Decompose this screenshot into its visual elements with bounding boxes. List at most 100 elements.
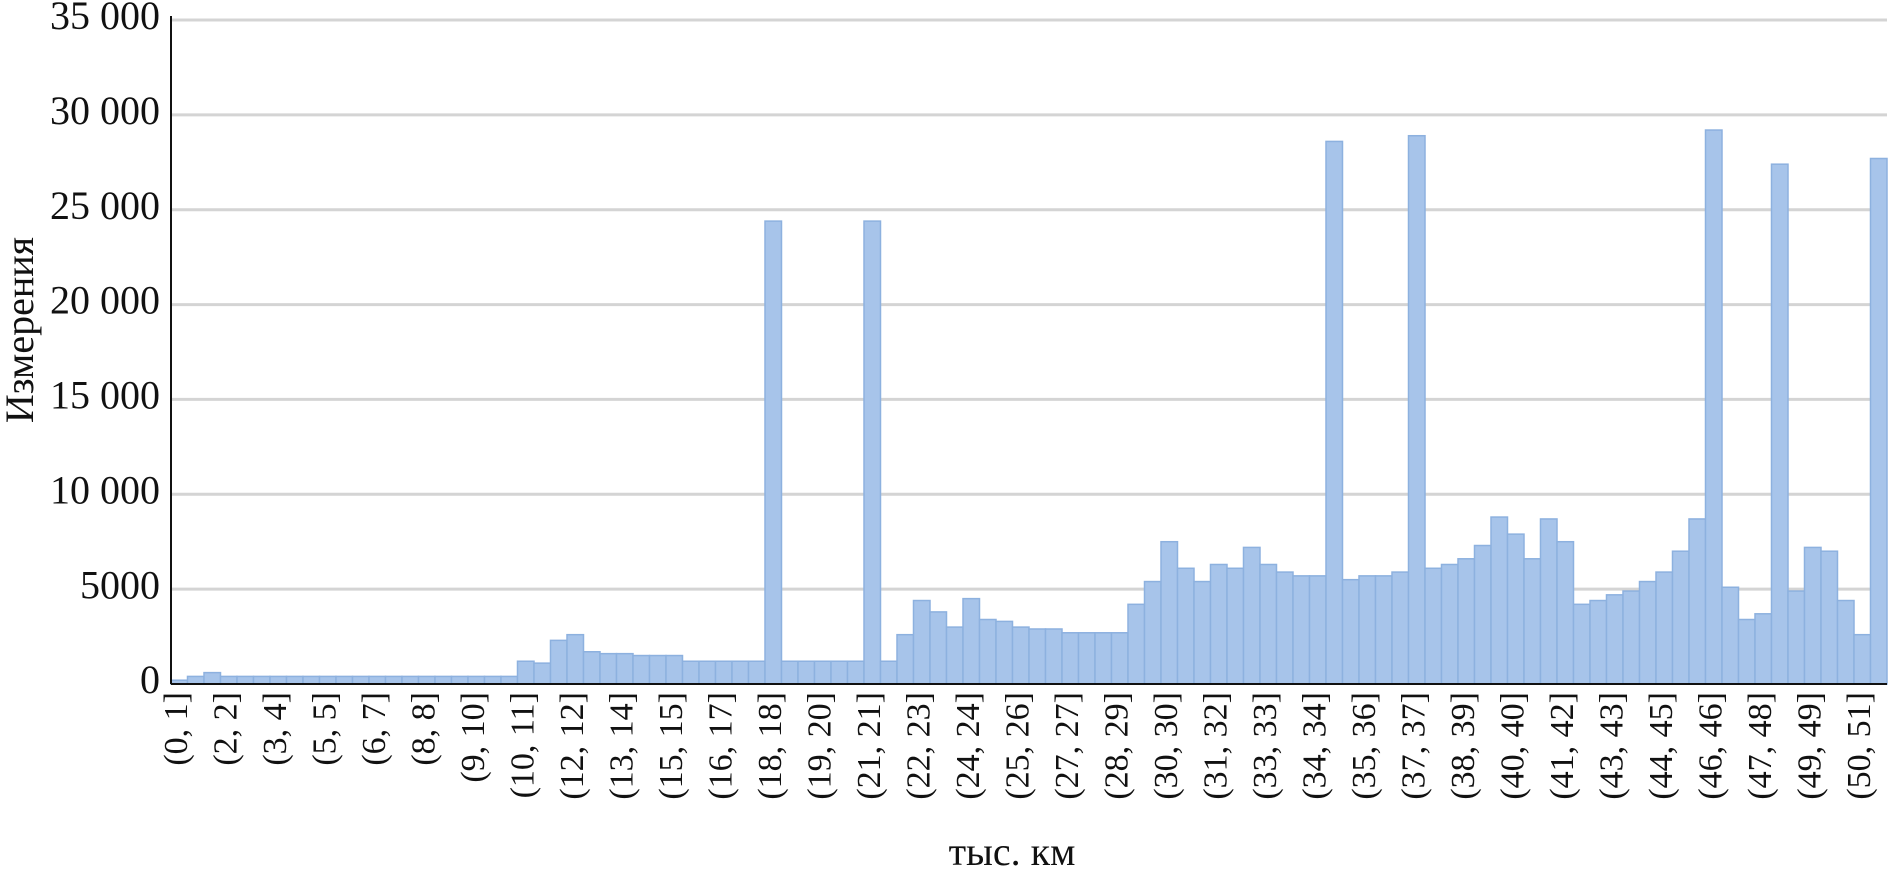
bar: [582, 650, 601, 685]
bar: [1193, 580, 1212, 685]
bar: [681, 660, 700, 685]
x-tick-label: (47, 48]: [1742, 692, 1779, 800]
bar: [1721, 586, 1740, 685]
bar: [219, 675, 238, 685]
bar: [846, 660, 865, 685]
x-tick-label: (27, 27]: [1049, 692, 1086, 800]
x-tick-label: (33, 33]: [1247, 692, 1284, 800]
bar: [1688, 518, 1707, 685]
bar: [1044, 628, 1063, 685]
bar: [450, 675, 469, 685]
x-tick-label: (3, 4]: [257, 692, 294, 766]
bar: [632, 654, 651, 685]
bar: [747, 660, 766, 685]
x-tick-label: (40, 40]: [1495, 692, 1532, 800]
bar: [1622, 590, 1641, 685]
x-tick-label: (50, 51]: [1841, 692, 1878, 800]
bar: [648, 654, 667, 685]
bar: [1737, 618, 1756, 685]
bar: [1473, 544, 1492, 685]
x-tick-label: (43, 43]: [1594, 692, 1631, 800]
y-tick-label: 15 000: [50, 373, 160, 418]
bar: [203, 671, 222, 685]
bar: [1061, 632, 1080, 685]
x-tick-label: (25, 26]: [1000, 692, 1037, 800]
x-tick-label: (5, 5]: [307, 692, 344, 766]
bar: [1143, 580, 1162, 685]
bar: [533, 662, 552, 685]
bar: [962, 597, 981, 685]
bar: [830, 660, 849, 685]
bar: [1374, 575, 1393, 685]
bar: [929, 611, 948, 685]
bar: [780, 660, 799, 685]
bar: [731, 660, 750, 685]
x-tick-label: (38, 39]: [1445, 692, 1482, 800]
bar: [1110, 632, 1129, 685]
y-tick-label: 35 000: [50, 0, 160, 38]
y-tick-label: 25 000: [50, 183, 160, 228]
bar: [516, 660, 535, 685]
bar: [1605, 594, 1624, 685]
x-tick-label: (31, 32]: [1198, 692, 1235, 800]
bar: [1457, 558, 1476, 685]
bar: [764, 220, 783, 685]
x-axis-title: тыс. км: [949, 829, 1076, 874]
bar: [500, 675, 519, 685]
bar: [351, 675, 370, 685]
bar: [285, 675, 304, 685]
x-tick-label: (46, 46]: [1693, 692, 1730, 800]
bar: [1820, 550, 1839, 685]
y-tick-label: 20 000: [50, 278, 160, 323]
bar: [1770, 163, 1789, 685]
x-tick-label: (19, 20]: [802, 692, 839, 800]
bar: [335, 675, 354, 685]
bar: [236, 675, 255, 685]
bar: [566, 633, 585, 685]
x-tick-label: (12, 12]: [554, 692, 591, 800]
x-tick-label: (30, 30]: [1148, 692, 1185, 800]
bar: [813, 660, 832, 685]
bar: [912, 599, 931, 685]
x-tick-label: (21, 21]: [851, 692, 888, 800]
x-tick-label: (49, 49]: [1792, 692, 1829, 800]
x-tick-label: (0, 1]: [158, 692, 195, 766]
bar: [1226, 567, 1245, 685]
bar: [714, 660, 733, 685]
bar: [978, 618, 997, 685]
x-tick-label: (6, 7]: [356, 692, 393, 766]
x-tick-label: (13, 14]: [604, 692, 641, 800]
bar: [1869, 157, 1888, 685]
x-tick-label: (41, 42]: [1544, 692, 1581, 800]
x-tick-label: (15, 15]: [653, 692, 690, 800]
bar: [1028, 628, 1047, 685]
x-tick-label: (2, 2]: [208, 692, 245, 766]
bar: [1523, 558, 1542, 685]
bar: [1556, 540, 1575, 685]
bar: [1424, 567, 1443, 685]
bar: [302, 675, 321, 685]
bar: [797, 660, 816, 685]
bar: [1127, 603, 1146, 685]
bar: [1358, 575, 1377, 685]
bar: [995, 620, 1014, 685]
bar: [318, 675, 337, 685]
bar: [1787, 590, 1806, 685]
x-tick-label: (22, 23]: [901, 692, 938, 800]
bar: [186, 675, 205, 685]
bar: [863, 220, 882, 685]
bar: [1671, 550, 1690, 685]
bar: [252, 675, 271, 685]
bar: [1094, 632, 1113, 685]
bar: [896, 633, 915, 685]
y-tick-label: 10 000: [50, 467, 160, 512]
bar: [1539, 518, 1558, 685]
bar: [1308, 575, 1327, 685]
x-tick-label: (16, 17]: [703, 692, 740, 800]
x-tick-label: (34, 34]: [1297, 692, 1334, 800]
bar: [599, 652, 618, 685]
x-tick-label: (44, 45]: [1643, 692, 1680, 800]
bar: [1407, 134, 1426, 685]
x-tick-label: (35, 36]: [1346, 692, 1383, 800]
